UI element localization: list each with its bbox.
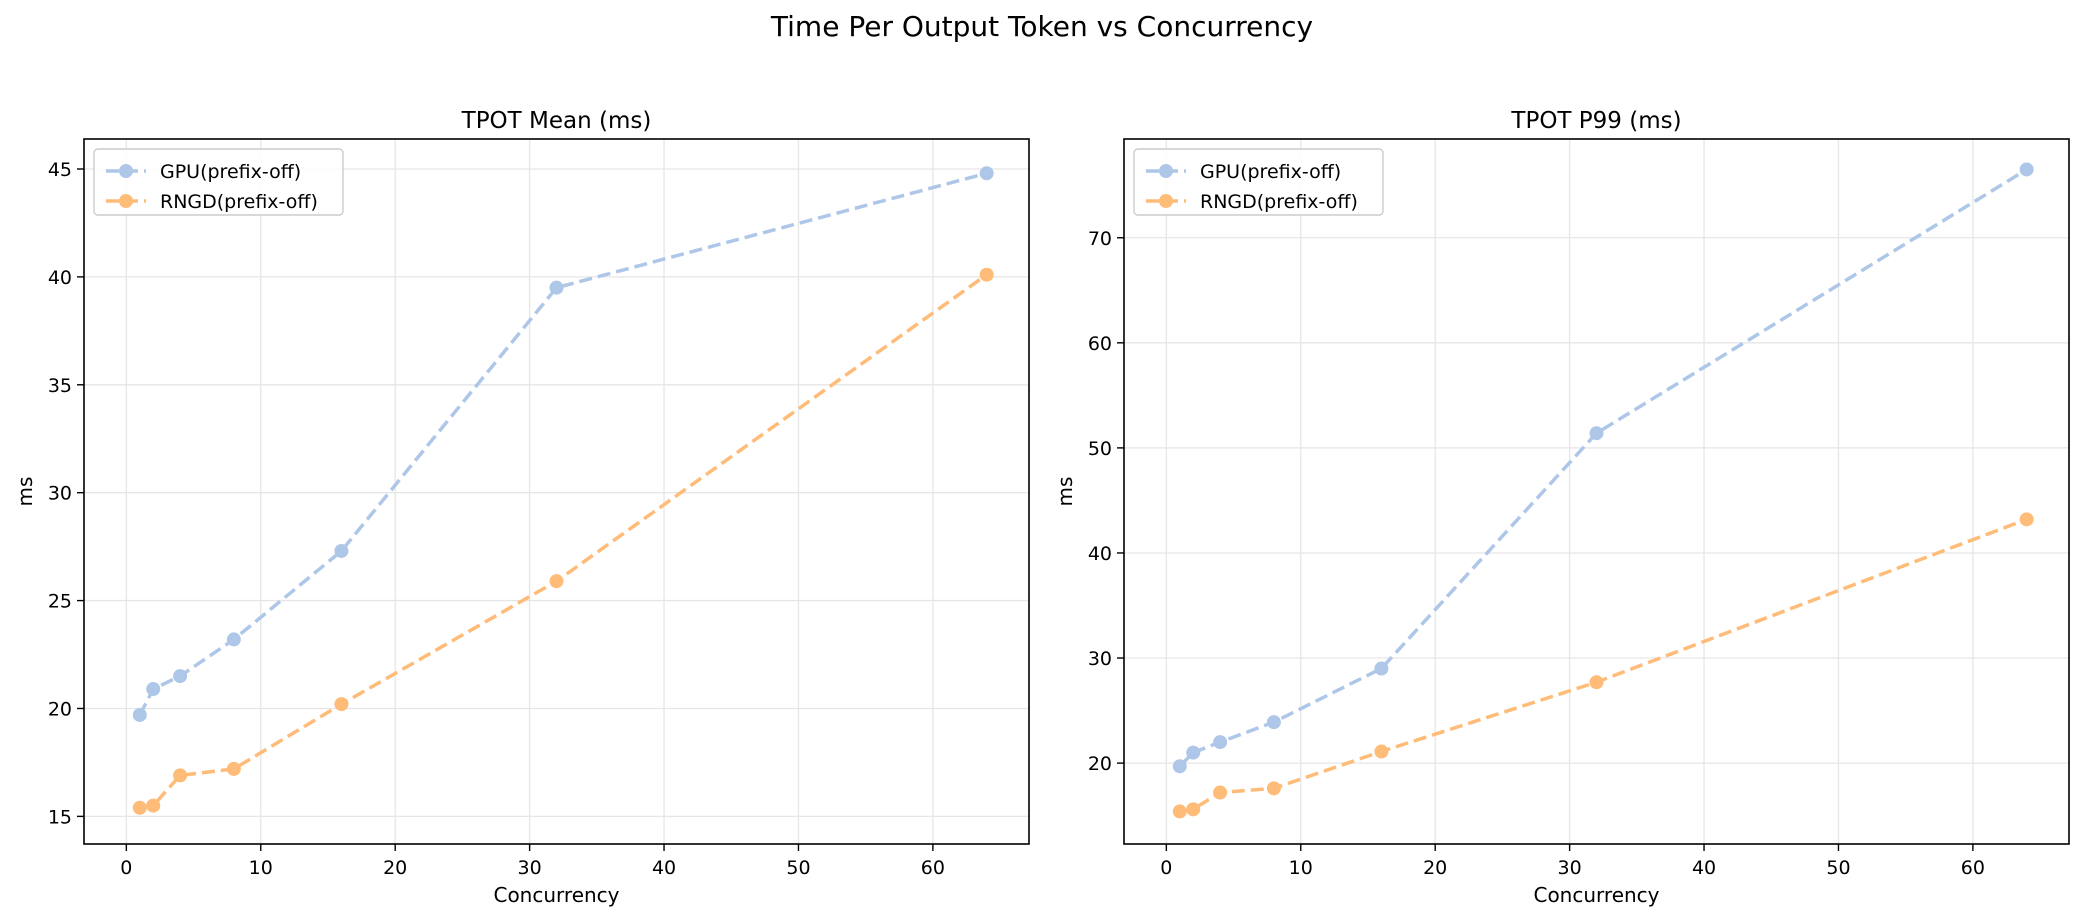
y-tick-label: 20 bbox=[48, 698, 72, 720]
data-point-rngd bbox=[226, 761, 241, 776]
legend-marker-rngd bbox=[1159, 194, 1173, 208]
x-tick-label: 60 bbox=[921, 857, 945, 879]
y-tick-label: 40 bbox=[1088, 543, 1112, 565]
data-point-gpu bbox=[979, 166, 994, 181]
data-point-gpu bbox=[173, 669, 188, 684]
y-tick-label: 20 bbox=[1088, 753, 1112, 775]
y-tick-label: 15 bbox=[48, 806, 72, 828]
x-tick-label: 60 bbox=[1961, 857, 1985, 879]
legend-marker-gpu bbox=[1159, 164, 1173, 178]
x-tick-label: 0 bbox=[120, 857, 132, 879]
data-point-rngd bbox=[173, 768, 188, 783]
data-point-gpu bbox=[1589, 426, 1604, 441]
x-tick-label: 30 bbox=[1558, 857, 1582, 879]
x-axis-label: Concurrency bbox=[1533, 883, 1659, 907]
data-point-rngd bbox=[979, 267, 994, 282]
plot-area bbox=[84, 139, 1029, 844]
legend-marker-gpu bbox=[119, 164, 133, 178]
chart-title: TPOT P99 (ms) bbox=[1510, 108, 1681, 134]
y-tick-label: 40 bbox=[48, 267, 72, 289]
data-point-gpu bbox=[1172, 759, 1187, 774]
legend-label-gpu: GPU(prefix-off) bbox=[1200, 161, 1341, 183]
data-point-gpu bbox=[132, 707, 147, 722]
x-tick-label: 50 bbox=[786, 857, 810, 879]
data-point-rngd bbox=[2019, 512, 2034, 527]
x-tick-label: 40 bbox=[652, 857, 676, 879]
x-tick-label: 10 bbox=[1289, 857, 1313, 879]
legend-label-gpu: GPU(prefix-off) bbox=[160, 161, 301, 183]
legend-box bbox=[1133, 148, 1384, 216]
data-point-gpu bbox=[334, 543, 349, 558]
data-point-gpu bbox=[1186, 745, 1201, 760]
legend-box bbox=[93, 148, 344, 216]
data-point-rngd bbox=[334, 697, 349, 712]
x-tick-label: 30 bbox=[518, 857, 542, 879]
legend-marker-rngd bbox=[119, 194, 133, 208]
x-tick-label: 50 bbox=[1826, 857, 1850, 879]
axes-frame bbox=[83, 138, 1030, 845]
legend: GPU(prefix-off) RNGD(prefix-off) bbox=[93, 148, 344, 216]
legend-label-rngd: RNGD(prefix-off) bbox=[1200, 191, 1358, 213]
data-point-rngd bbox=[1266, 781, 1281, 796]
y-tick-label: 30 bbox=[48, 483, 72, 505]
x-tick-label: 20 bbox=[383, 857, 407, 879]
y-tick-label: 35 bbox=[48, 375, 72, 397]
data-point-gpu bbox=[226, 632, 241, 647]
data-point-gpu bbox=[2019, 162, 2034, 177]
x-tick-label: 20 bbox=[1423, 857, 1447, 879]
data-point-rngd bbox=[146, 798, 161, 813]
y-tick-label: 50 bbox=[1088, 438, 1112, 460]
data-point-rngd bbox=[132, 800, 147, 815]
data-point-gpu bbox=[549, 280, 564, 295]
y-axis-label: ms bbox=[1053, 477, 1077, 507]
chart-title: TPOT Mean (ms) bbox=[461, 108, 652, 134]
axes-frame bbox=[1123, 138, 2070, 845]
chart-panel-tpot-p99: 0 10 20 30 40 50 60 20 30 40 50 60 70 TPOT P99 (ms) Co… bbox=[1053, 108, 2070, 907]
x-tick-label: 40 bbox=[1692, 857, 1716, 879]
y-axis-label: ms bbox=[13, 477, 37, 507]
x-axis-label: Concurrency bbox=[493, 883, 619, 907]
data-point-rngd bbox=[549, 574, 564, 589]
y-tick-label: 25 bbox=[48, 591, 72, 613]
x-tick-label: 10 bbox=[249, 857, 273, 879]
y-tick-label: 45 bbox=[48, 159, 72, 181]
x-tick-label: 0 bbox=[1160, 857, 1172, 879]
data-point-gpu bbox=[1213, 735, 1228, 750]
data-point-gpu bbox=[1266, 715, 1281, 730]
data-point-rngd bbox=[1172, 804, 1187, 819]
data-point-rngd bbox=[1186, 802, 1201, 817]
chart-panel-tpot-mean: 0 10 20 30 40 50 60 15 20 25 30 35 40 45 TPOT Mean (ms… bbox=[13, 108, 1030, 907]
data-point-gpu bbox=[1374, 661, 1389, 676]
legend: GPU(prefix-off) RNGD(prefix-off) bbox=[1133, 148, 1384, 216]
data-point-rngd bbox=[1374, 744, 1389, 759]
data-point-rngd bbox=[1213, 785, 1228, 800]
y-tick-label: 60 bbox=[1088, 333, 1112, 355]
y-tick-label: 70 bbox=[1088, 228, 1112, 250]
legend-label-rngd: RNGD(prefix-off) bbox=[160, 191, 318, 213]
plot-area bbox=[1124, 139, 2069, 844]
figure-title: Time Per Output Token vs Concurrency bbox=[770, 10, 1313, 43]
data-point-gpu bbox=[146, 682, 161, 697]
data-point-rngd bbox=[1589, 675, 1604, 690]
y-tick-label: 30 bbox=[1088, 648, 1112, 670]
